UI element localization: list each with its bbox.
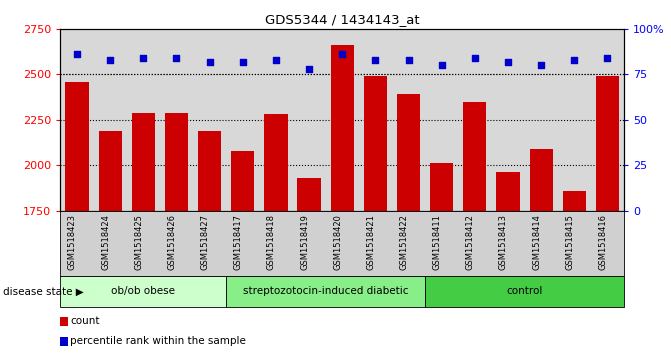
Point: [72, 52, 83, 57]
Text: GSM1518413: GSM1518413: [499, 214, 508, 270]
Point: [436, 62, 447, 68]
Point: [602, 55, 613, 61]
Bar: [596, 76, 619, 211]
Point: [270, 57, 281, 63]
Bar: [364, 76, 387, 211]
Point: [535, 62, 546, 68]
Point: [569, 57, 580, 63]
Bar: [563, 191, 586, 211]
Point: [204, 59, 215, 65]
Bar: [331, 45, 354, 211]
Text: GSM1518414: GSM1518414: [532, 214, 541, 270]
Point: [171, 55, 182, 61]
Bar: [430, 163, 454, 211]
Text: GSM1518424: GSM1518424: [101, 214, 110, 270]
Text: GSM1518419: GSM1518419: [300, 214, 309, 270]
Text: GSM1518420: GSM1518420: [333, 214, 342, 270]
Text: GSM1518422: GSM1518422: [399, 214, 409, 270]
Text: streptozotocin-induced diabetic: streptozotocin-induced diabetic: [243, 286, 409, 296]
Bar: [231, 151, 254, 211]
Bar: [99, 131, 121, 211]
Text: GSM1518416: GSM1518416: [599, 214, 607, 270]
Bar: [132, 113, 155, 211]
Bar: [463, 102, 486, 211]
Point: [503, 59, 513, 65]
Point: [304, 66, 315, 72]
Point: [403, 57, 414, 63]
Bar: [198, 131, 221, 211]
Bar: [497, 172, 519, 211]
Text: ob/ob obese: ob/ob obese: [111, 286, 175, 296]
Bar: [165, 113, 188, 211]
Text: GSM1518417: GSM1518417: [234, 214, 243, 270]
Text: GSM1518421: GSM1518421: [366, 214, 375, 270]
Bar: [297, 178, 321, 211]
Bar: [65, 82, 89, 211]
Text: count: count: [70, 316, 100, 326]
Text: control: control: [507, 286, 543, 296]
Point: [370, 57, 380, 63]
Point: [470, 55, 480, 61]
Text: GSM1518412: GSM1518412: [466, 214, 475, 270]
Point: [105, 57, 115, 63]
Title: GDS5344 / 1434143_at: GDS5344 / 1434143_at: [265, 13, 419, 26]
Text: GSM1518423: GSM1518423: [68, 214, 77, 270]
Bar: [264, 114, 287, 211]
Text: GSM1518427: GSM1518427: [201, 214, 209, 270]
Text: GSM1518426: GSM1518426: [168, 214, 176, 270]
Bar: [397, 94, 420, 211]
Point: [238, 59, 248, 65]
Text: GSM1518418: GSM1518418: [267, 214, 276, 270]
Text: disease state ▶: disease state ▶: [3, 286, 84, 296]
Bar: [529, 149, 553, 211]
Text: GSM1518411: GSM1518411: [433, 214, 442, 270]
Text: percentile rank within the sample: percentile rank within the sample: [70, 336, 246, 346]
Point: [337, 52, 348, 57]
Point: [138, 55, 149, 61]
Text: GSM1518425: GSM1518425: [134, 214, 144, 270]
Text: GSM1518415: GSM1518415: [565, 214, 574, 270]
